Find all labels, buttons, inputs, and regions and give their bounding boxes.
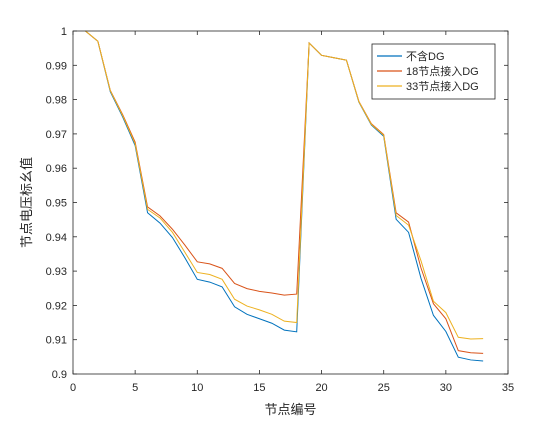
x-tick-label: 25	[378, 382, 390, 394]
x-tick-label: 15	[253, 382, 265, 394]
y-axis-title: 节点电压标幺值	[19, 157, 34, 248]
x-axis-title: 节点编号	[264, 402, 316, 417]
series-line-1	[85, 30, 484, 362]
series-line-3	[85, 30, 484, 340]
y-tick-label: 0.94	[46, 232, 67, 244]
y-tick-label: 0.91	[46, 335, 67, 347]
series-line-2	[85, 30, 484, 354]
y-tick-label: 0.95	[46, 198, 67, 210]
x-tick-label: 20	[315, 382, 327, 394]
y-tick-label: 0.99	[46, 60, 67, 72]
y-tick-label: 0.97	[46, 129, 67, 141]
y-tick-label: 0.96	[46, 163, 67, 175]
x-tick-label: 5	[132, 382, 138, 394]
x-axis: 0 5 10 15 20 25 30 35	[70, 31, 514, 394]
y-tick-label: 0.92	[46, 300, 67, 312]
legend-label-3: 33节点接入DG	[406, 80, 479, 93]
x-tick-label: 0	[70, 382, 76, 394]
y-axis: 0.9 0.91 0.92 0.93 0.94 0.95 0.96 0.97 0.98 0.99 1	[46, 26, 508, 381]
legend: 不含DG 18节点接入DG 33节点接入DG	[371, 43, 496, 100]
x-tick-label: 30	[440, 382, 452, 394]
legend-label-1: 不含DG	[406, 49, 445, 63]
y-tick-label: 1	[61, 26, 67, 38]
x-tick-label: 35	[502, 382, 514, 394]
y-tick-label: 0.9	[52, 369, 67, 381]
x-tick-label: 10	[191, 382, 203, 394]
y-tick-label: 0.98	[46, 95, 67, 107]
legend-label-2: 18节点接入DG	[406, 65, 479, 78]
series-layer	[85, 30, 484, 362]
y-tick-label: 0.93	[46, 266, 67, 278]
